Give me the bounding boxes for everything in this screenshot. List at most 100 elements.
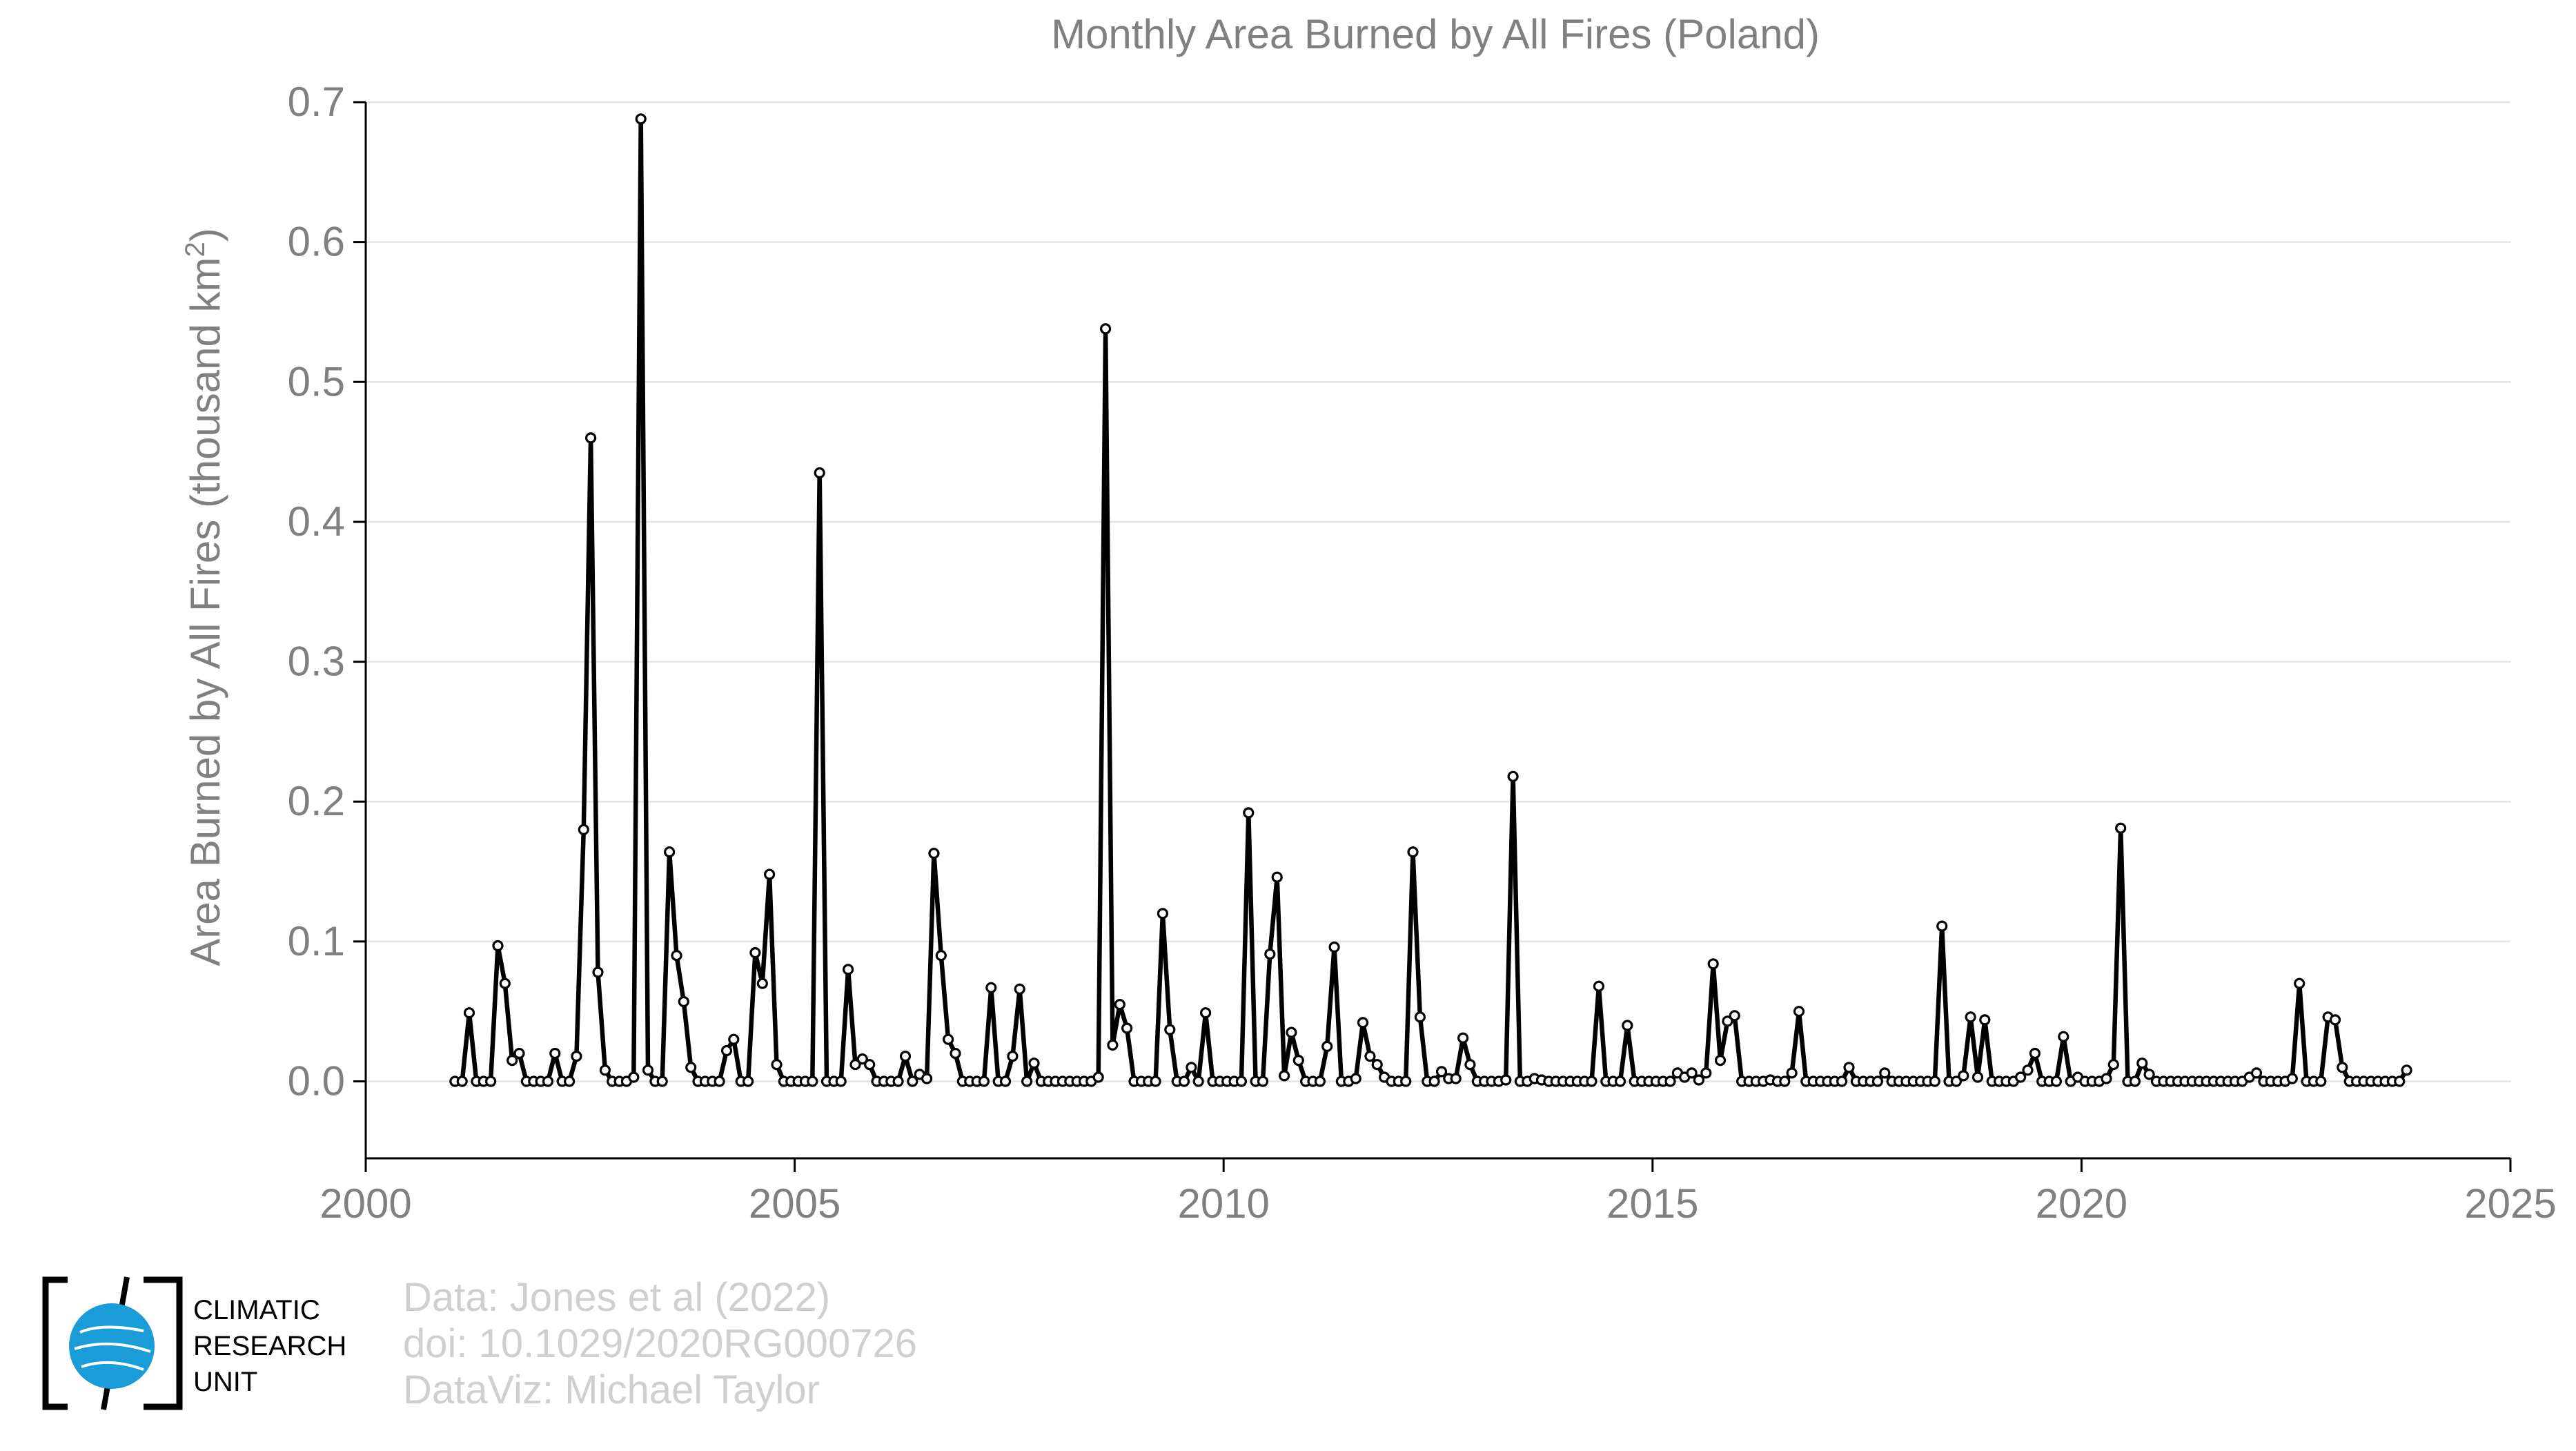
data-point xyxy=(807,1075,818,1087)
axis-layer: 0.0 0.1 0.2 0.3 0.4 0.5 0.6 0.7 2000 2005 2010 2015… xyxy=(288,79,2557,1227)
x-tick-label: 2010 xyxy=(1177,1180,1269,1227)
data-point xyxy=(1714,1054,1727,1067)
data-point xyxy=(1972,1071,1984,1083)
data-point xyxy=(599,1064,611,1076)
data-point xyxy=(549,1047,561,1060)
data-point xyxy=(1614,1075,1626,1087)
data-point xyxy=(892,1075,904,1087)
data-point xyxy=(1693,1074,1704,1086)
data-credits: Data: Jones et al (2022) doi: 10.1029/20… xyxy=(403,1274,917,1413)
data-point xyxy=(1457,1032,1469,1044)
data-point xyxy=(1164,1024,1176,1035)
y-tick-label: 0.1 xyxy=(288,918,345,964)
data-point xyxy=(2315,1075,2327,1087)
data-point xyxy=(985,982,997,993)
data-point xyxy=(2394,1075,2406,1087)
data-point xyxy=(2286,1073,2298,1084)
data-point xyxy=(1843,1062,1855,1073)
data-point xyxy=(578,824,589,835)
data-point xyxy=(849,1059,861,1071)
data-point xyxy=(1450,1073,1462,1084)
data-point xyxy=(2136,1058,2148,1069)
data-point xyxy=(2129,1075,2141,1087)
data-point xyxy=(1786,1067,1798,1079)
cru-logo-text: CLIMATIC RESEARCH UNIT xyxy=(193,1292,346,1400)
data-point xyxy=(1099,323,1112,335)
y-tick-label: 0.0 xyxy=(288,1058,345,1104)
data-point xyxy=(2115,822,2127,834)
cru-logo-mark xyxy=(42,1276,183,1410)
x-tick-label: 2015 xyxy=(1606,1180,1698,1227)
y-tick-label: 0.4 xyxy=(288,498,345,545)
data-point xyxy=(1150,1075,1161,1087)
data-point xyxy=(749,946,761,959)
data-point xyxy=(856,1053,868,1065)
data-point xyxy=(685,1062,697,1073)
data-point xyxy=(763,868,776,880)
logo-line-1: CLIMATIC xyxy=(193,1295,320,1325)
data-point xyxy=(1292,1054,1304,1067)
data-point xyxy=(642,1064,654,1076)
data-point xyxy=(1958,1070,1969,1082)
data-point xyxy=(1371,1059,1383,1071)
data-point xyxy=(2143,1069,2155,1080)
data-point xyxy=(2250,1067,2263,1079)
data-point xyxy=(1664,1075,1676,1087)
data-point xyxy=(1321,1040,1333,1053)
data-point xyxy=(1929,1075,1940,1087)
data-point xyxy=(1428,1075,1440,1087)
data-point xyxy=(2022,1064,2034,1076)
data-point xyxy=(1192,1075,1204,1087)
data-point xyxy=(542,1075,554,1087)
data-point xyxy=(2337,1062,2348,1073)
series-line xyxy=(455,117,2409,1084)
data-point xyxy=(1264,948,1276,960)
data-point xyxy=(978,1075,990,1087)
data-point xyxy=(1700,1067,1712,1079)
data-point xyxy=(864,1059,876,1071)
data-point xyxy=(714,1075,725,1087)
y-tick-label: 0.2 xyxy=(288,778,345,824)
data-point xyxy=(1836,1075,1848,1087)
logo-line-2: RESEARCH xyxy=(193,1331,347,1361)
data-point xyxy=(628,1071,640,1083)
data-point xyxy=(663,846,676,858)
data-point xyxy=(835,1075,847,1087)
data-point xyxy=(2101,1073,2112,1084)
data-point xyxy=(935,950,947,962)
data-point xyxy=(1586,1075,1597,1087)
data-point xyxy=(814,467,825,479)
data-point xyxy=(1435,1066,1448,1078)
data-point xyxy=(907,1075,918,1087)
data-point xyxy=(463,1007,475,1019)
data-point xyxy=(1965,1011,1976,1023)
data-point xyxy=(678,995,689,1008)
data-point xyxy=(1286,1026,1297,1038)
data-point xyxy=(1507,770,1519,782)
data-point xyxy=(1793,1006,1805,1017)
y-tick-label: 0.5 xyxy=(288,358,345,405)
data-point xyxy=(1328,941,1340,953)
data-point xyxy=(571,1050,582,1062)
data-point xyxy=(1243,807,1255,819)
y-tick-label: 0.7 xyxy=(288,79,345,125)
data-point xyxy=(1357,1017,1369,1029)
series-layer xyxy=(449,113,2412,1087)
data-point xyxy=(1879,1067,1891,1079)
credit-doi: doi: 10.1029/2020RG000726 xyxy=(403,1321,917,1366)
data-point xyxy=(1021,1075,1033,1087)
grid-layer xyxy=(366,101,2510,1082)
y-axis-title: Area Burned by All Fires (thousand km2) xyxy=(180,228,228,966)
data-point xyxy=(1178,1075,1190,1087)
data-point xyxy=(842,964,854,975)
data-point xyxy=(1722,1015,1733,1027)
data-point xyxy=(756,977,768,989)
data-point xyxy=(1686,1067,1698,1079)
data-point xyxy=(1121,1022,1133,1034)
data-point xyxy=(1400,1075,1412,1087)
data-point xyxy=(1593,980,1604,992)
data-point xyxy=(656,1075,668,1087)
data-point xyxy=(2294,977,2305,989)
data-point xyxy=(899,1050,912,1062)
